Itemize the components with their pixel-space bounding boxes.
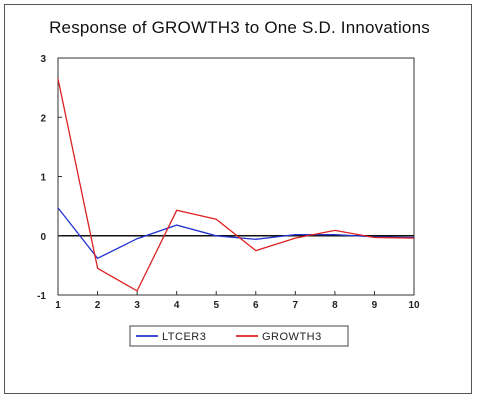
y-tick-label: 0: [40, 232, 46, 243]
x-tick-label: 2: [95, 300, 101, 311]
x-tick-label: 10: [408, 300, 420, 311]
legend-label-growth3: GROWTH3: [262, 331, 322, 343]
x-tick-label: 7: [293, 300, 299, 311]
x-tick-label: 8: [332, 300, 338, 311]
chart-title: Response of GROWTH3 to One S.D. Innovati…: [49, 18, 430, 37]
plot-area: [57, 57, 415, 296]
x-tick-label: 3: [134, 300, 140, 311]
legend-label-ltcer3: LTCER3: [162, 331, 206, 343]
x-tick-label: 9: [372, 300, 378, 311]
y-tick-label: -1: [37, 291, 46, 302]
x-tick-label: 5: [213, 300, 219, 311]
series-line-ltcer3: [57, 207, 415, 260]
y-tick-label: 2: [40, 113, 46, 124]
series-line-growth3: [57, 78, 415, 292]
y-tick-label: 1: [40, 173, 46, 184]
y-tick-label: 3: [40, 54, 46, 65]
x-tick-label: 4: [174, 300, 180, 311]
x-tick-label: 6: [253, 300, 259, 311]
x-tick-label: 1: [55, 300, 61, 311]
